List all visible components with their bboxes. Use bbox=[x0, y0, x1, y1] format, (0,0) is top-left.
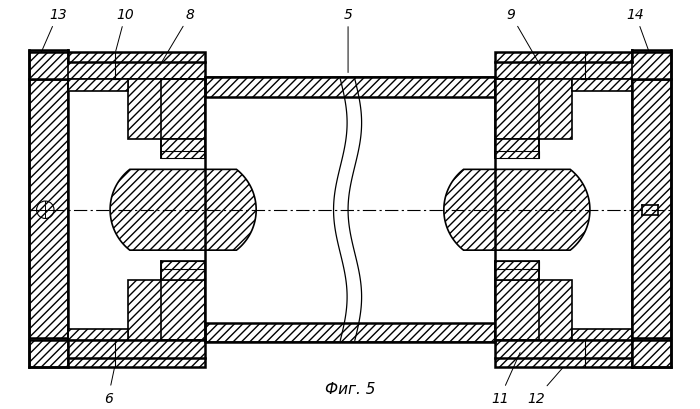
Bar bbox=[162, 140, 205, 159]
Text: 14: 14 bbox=[626, 8, 649, 52]
Bar bbox=[29, 80, 67, 339]
Text: 12: 12 bbox=[528, 368, 563, 405]
Bar bbox=[67, 329, 127, 341]
Bar bbox=[495, 140, 538, 159]
Bar bbox=[205, 78, 495, 97]
Text: 13: 13 bbox=[41, 8, 66, 52]
Bar bbox=[127, 281, 205, 341]
Bar bbox=[29, 341, 205, 368]
Bar bbox=[205, 323, 495, 342]
Text: 6: 6 bbox=[104, 369, 114, 405]
Bar bbox=[495, 80, 573, 140]
Text: 5: 5 bbox=[344, 8, 353, 73]
Bar bbox=[495, 281, 573, 341]
Text: 8: 8 bbox=[160, 8, 195, 66]
Bar bbox=[495, 53, 671, 80]
Bar bbox=[495, 341, 671, 368]
Text: 9: 9 bbox=[506, 8, 540, 66]
Bar bbox=[162, 261, 205, 281]
Bar bbox=[495, 261, 538, 281]
Bar bbox=[495, 261, 538, 269]
Polygon shape bbox=[444, 170, 590, 251]
Text: Фиг. 5: Фиг. 5 bbox=[325, 382, 375, 396]
Bar bbox=[573, 329, 633, 341]
Bar bbox=[573, 80, 633, 92]
Bar bbox=[162, 151, 205, 159]
Bar bbox=[67, 80, 127, 92]
Text: 11: 11 bbox=[491, 353, 520, 405]
Bar bbox=[162, 261, 205, 269]
Text: 10: 10 bbox=[116, 8, 134, 52]
Bar bbox=[29, 53, 205, 80]
Polygon shape bbox=[110, 170, 256, 251]
Bar bbox=[495, 151, 538, 159]
Bar bbox=[127, 80, 205, 140]
Bar bbox=[633, 80, 671, 339]
